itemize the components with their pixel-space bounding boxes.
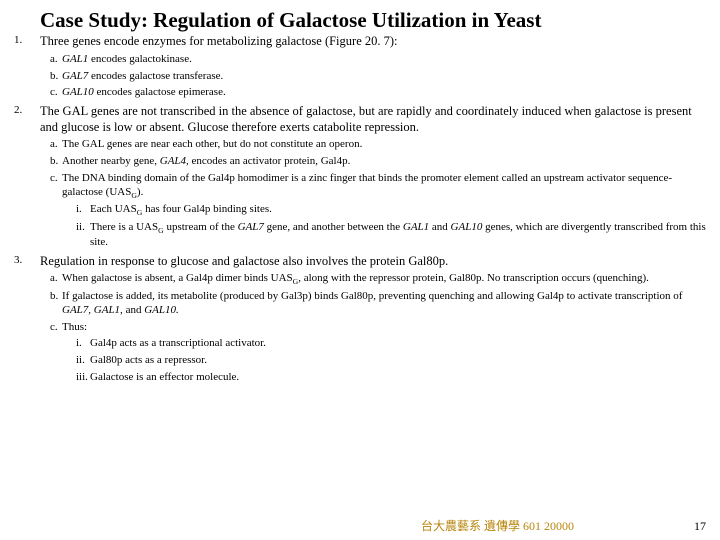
alpha-label: c. [50,172,58,186]
alpha-item: a. The GAL genes are near each other, but… [50,138,706,152]
roman-item: iii.Galactose is an effector molecule. [76,371,706,385]
roman-text: Each UASG has four Gal4p binding sites. [90,203,272,215]
alpha-label: c. [50,321,58,335]
outline-item-2: The GAL genes are not transcribed in the… [14,104,706,250]
alpha-label: a. [50,53,58,67]
roman-item: ii. Gal80p acts as a repressor. [76,354,706,368]
alpha-text: Another nearby gene, GAL4, encodes an ac… [62,155,350,167]
roman-item: i. Each UASG has four Gal4p binding sites… [76,203,706,218]
roman-text: Gal80p acts as a repressor. [90,354,207,366]
outline-intro: Three genes encode enzymes for metaboliz… [40,34,706,50]
alpha-label: c. [50,86,58,100]
roman-list: i. Each UASG has four Gal4p binding sites… [76,203,706,249]
alpha-list: a. The GAL genes are near each other, but… [50,138,706,249]
alpha-label: a. [50,272,58,286]
roman-label: i. [76,337,82,351]
alpha-label: b. [50,70,58,84]
alpha-item: a. When galactose is absent, a Gal4p dime… [50,272,706,287]
roman-label: iii. [76,371,88,385]
alpha-item: a. GAL1 encodes galactokinase. [50,53,706,67]
alpha-item: c. The DNA binding domain of the Gal4p ho… [50,172,706,250]
footer-course: 台大農藝系 遺傳學 601 20000 [421,519,574,534]
alpha-item: b. If galactose is added, its metabolite … [50,290,706,318]
alpha-item: b. GAL7 encodes galactose transferase. [50,70,706,84]
alpha-text: The DNA binding domain of the Gal4p homo… [62,172,672,198]
roman-list: i. Gal4p acts as a transcriptional activa… [76,337,706,384]
alpha-item: b. Another nearby gene, GAL4, encodes an … [50,155,706,169]
alpha-text: GAL10 encodes galactose epimerase. [62,86,226,98]
page-title: Case Study: Regulation of Galactose Util… [40,8,706,32]
outline-item-1: Three genes encode enzymes for metaboliz… [14,34,706,100]
outline-list: Three genes encode enzymes for metaboliz… [14,34,706,385]
footer: 台大農藝系 遺傳學 601 20000 17 [14,519,706,534]
alpha-item: c. GAL10 encodes galactose epimerase. [50,86,706,100]
outline-intro: Regulation in response to glucose and ga… [40,254,706,270]
roman-text: Galactose is an effector molecule. [90,371,239,383]
alpha-list: a. GAL1 encodes galactokinase. b. GAL7 enco… [50,53,706,100]
roman-text: Gal4p acts as a transcriptional activato… [90,337,266,349]
alpha-text: The GAL genes are near each other, but d… [62,138,362,150]
roman-label: ii. [76,221,85,235]
alpha-list: a. When galactose is absent, a Gal4p dime… [50,272,706,384]
alpha-text: GAL7 encodes galactose transferase. [62,70,223,82]
alpha-label: b. [50,290,58,304]
alpha-text: GAL1 encodes galactokinase. [62,53,192,65]
roman-text: There is a UASG upstream of the GAL7 gen… [90,221,706,248]
outline-item-3: Regulation in response to glucose and ga… [14,254,706,385]
alpha-text: Thus: [62,321,87,333]
alpha-label: b. [50,155,58,169]
footer-page-number: 17 [694,519,706,534]
outline-intro: The GAL genes are not transcribed in the… [40,104,706,135]
alpha-text: When galactose is absent, a Gal4p dimer … [62,272,649,284]
alpha-text: If galactose is added, its metabolite (p… [62,290,682,316]
alpha-item: c. Thus: i. Gal4p acts as a transcriptional… [50,321,706,385]
roman-label: ii. [76,354,85,368]
roman-item: ii. There is a UASG upstream of the GAL7 … [76,221,706,250]
roman-label: i. [76,203,82,217]
alpha-label: a. [50,138,58,152]
roman-item: i. Gal4p acts as a transcriptional activa… [76,337,706,351]
